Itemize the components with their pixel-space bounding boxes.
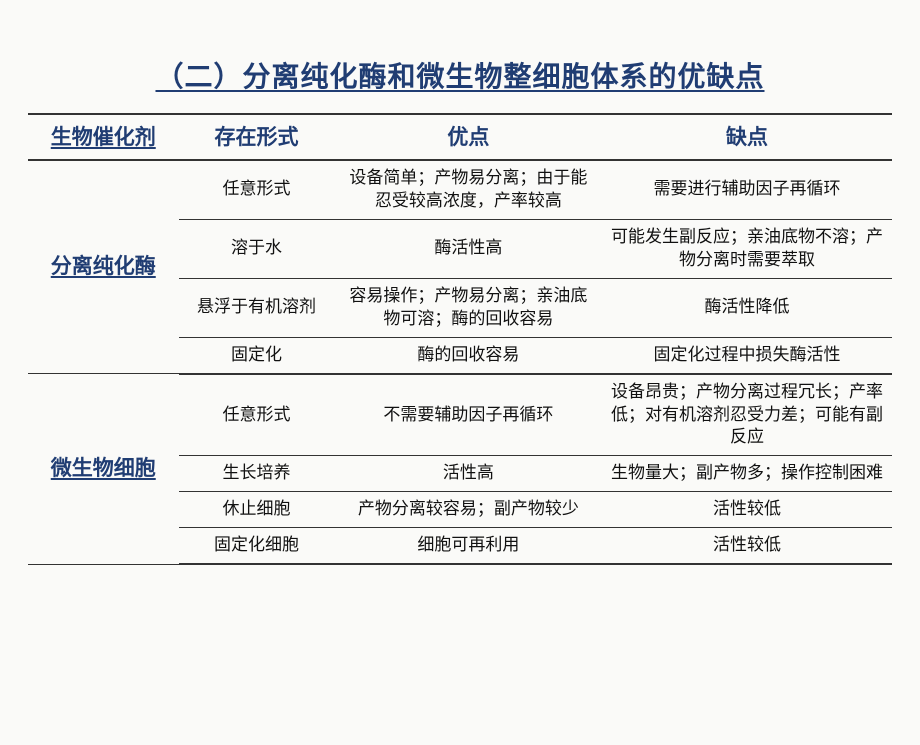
cell-advantage: 产物分离较容易；副产物较少 [335, 492, 603, 528]
group-label-purified-enzyme: 分离纯化酶 [28, 160, 179, 374]
cell-disadvantage: 设备昂贵；产物分离过程冗长；产率低；对有机溶剂忍受力差；可能有副反应 [602, 374, 892, 456]
cell-form: 休止细胞 [179, 492, 335, 528]
col-header-disadvantage: 缺点 [602, 114, 892, 160]
cell-advantage: 酶的回收容易 [335, 337, 603, 373]
slide-title: （二）分离纯化酶和微生物整细胞体系的优缺点 [0, 55, 920, 95]
col-header-advantage: 优点 [335, 114, 603, 160]
cell-disadvantage: 活性较低 [602, 492, 892, 528]
cell-advantage: 活性高 [335, 456, 603, 492]
cell-advantage: 不需要辅助因子再循环 [335, 374, 603, 456]
cell-form: 固定化细胞 [179, 528, 335, 564]
cell-advantage: 细胞可再利用 [335, 528, 603, 564]
cell-disadvantage: 固定化过程中损失酶活性 [602, 337, 892, 373]
cell-disadvantage: 活性较低 [602, 528, 892, 564]
cell-form: 生长培养 [179, 456, 335, 492]
cell-form: 固定化 [179, 337, 335, 373]
group-label-microbial-cells: 微生物细胞 [28, 374, 179, 565]
col-header-catalyst: 生物催化剂 [28, 114, 179, 160]
cell-disadvantage: 酶活性降低 [602, 278, 892, 337]
cell-disadvantage: 需要进行辅助因子再循环 [602, 160, 892, 219]
cell-disadvantage: 可能发生副反应；亲油底物不溶；产物分离时需要萃取 [602, 219, 892, 278]
comparison-table: 生物催化剂 存在形式 优点 缺点 分离纯化酶 任意形式 设备简单；产物易分离；由… [28, 113, 892, 565]
cell-form: 溶于水 [179, 219, 335, 278]
cell-form: 任意形式 [179, 374, 335, 456]
col-header-form: 存在形式 [179, 114, 335, 160]
cell-disadvantage: 生物量大；副产物多；操作控制困难 [602, 456, 892, 492]
cell-advantage: 酶活性高 [335, 219, 603, 278]
table-row: 微生物细胞 任意形式 不需要辅助因子再循环 设备昂贵；产物分离过程冗长；产率低；… [28, 374, 892, 456]
cell-form: 任意形式 [179, 160, 335, 219]
table-row: 分离纯化酶 任意形式 设备简单；产物易分离；由于能忍受较高浓度，产率较高 需要进… [28, 160, 892, 219]
cell-form: 悬浮于有机溶剂 [179, 278, 335, 337]
cell-advantage: 设备简单；产物易分离；由于能忍受较高浓度，产率较高 [335, 160, 603, 219]
cell-advantage: 容易操作；产物易分离；亲油底物可溶；酶的回收容易 [335, 278, 603, 337]
